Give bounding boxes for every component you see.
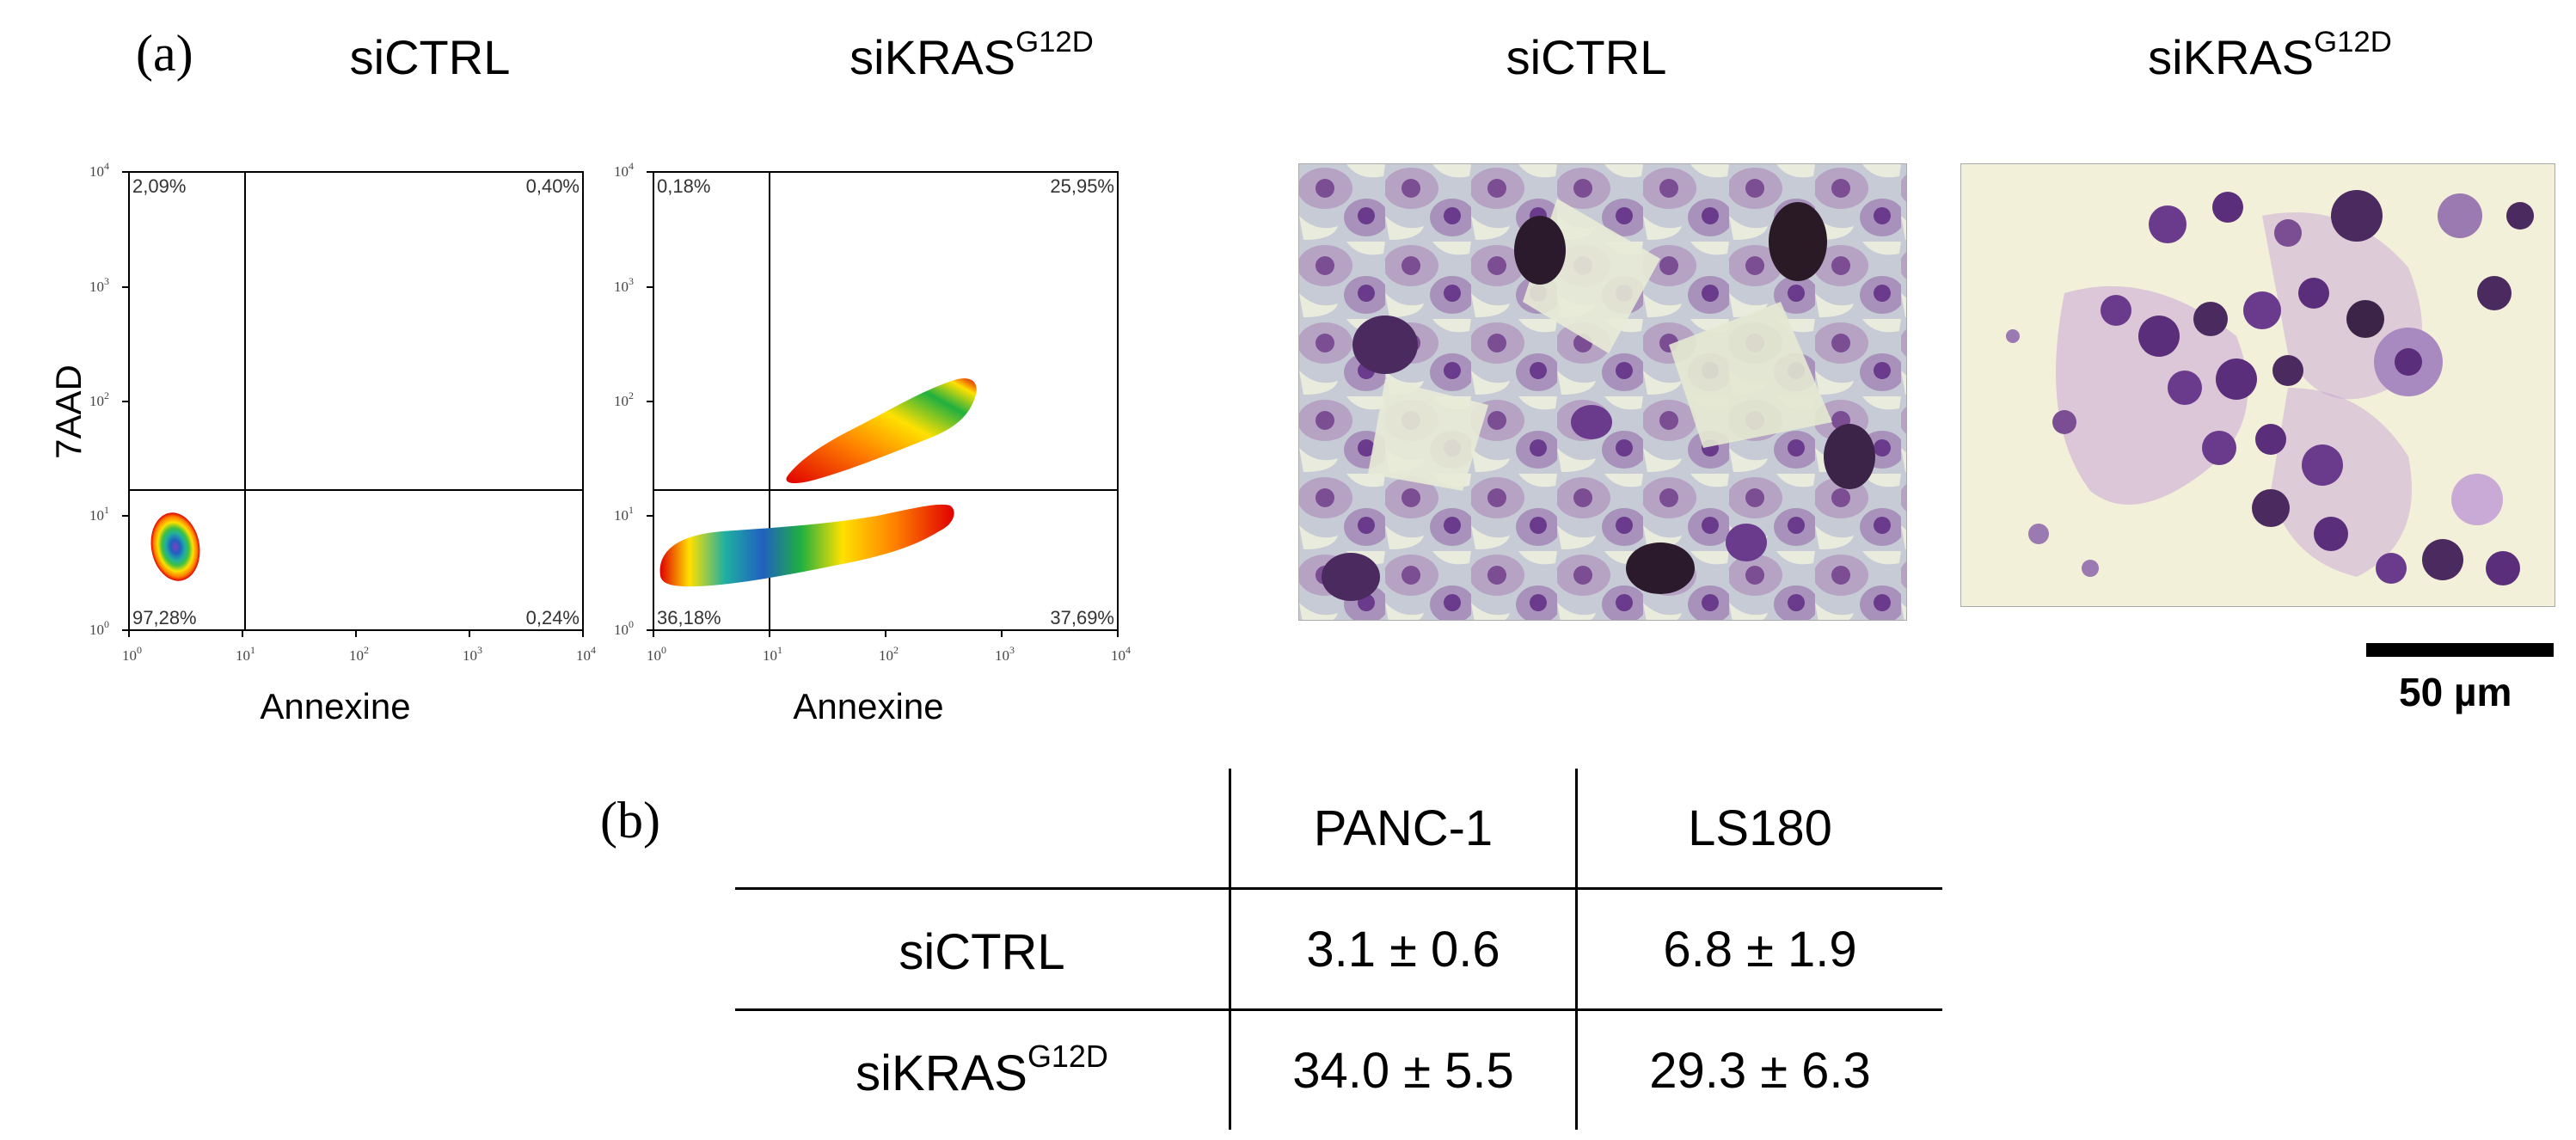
scale-bar-label: 50 µm	[2399, 670, 2512, 714]
quadrant-ul-value: 0,18%	[657, 175, 710, 197]
svg-text:100: 100	[89, 618, 109, 638]
x-ticks	[653, 630, 1119, 637]
svg-text:102: 102	[349, 644, 369, 664]
table-row: siKRASG12D 34.0 ± 5.5 29.3 ± 6.3	[735, 1009, 1942, 1130]
row-header: siCTRL	[735, 888, 1230, 1011]
row-header: siKRASG12D	[856, 1039, 1108, 1101]
micro-title-sikras: siKRASG12D	[2148, 26, 2392, 85]
results-table: PANC-1 LS180 siCTRL 3.1 ± 0.6 6.8 ± 1.9 …	[735, 769, 1942, 1130]
micrograph-sikras	[1960, 163, 2555, 607]
scale-bar	[2366, 643, 2554, 657]
stained-cells	[2006, 190, 2534, 585]
facs-plot-sictrl: 100 101 102 103 104 100 101 102 103 104 …	[89, 160, 596, 664]
micro-title-sictrl: siCTRL	[1506, 30, 1667, 85]
panel-b-label: (b)	[600, 792, 660, 849]
table-cell: 34.0 ± 5.5	[1229, 1009, 1577, 1130]
quadrant-ur-value: 25,95%	[1050, 175, 1114, 197]
x-axis-label-2: Annexine	[793, 686, 944, 726]
quadrant-lr-value: 0,24%	[526, 607, 580, 628]
svg-text:103: 103	[463, 644, 482, 664]
panel-a-label: (a)	[136, 25, 193, 82]
svg-text:102: 102	[879, 644, 899, 664]
table-row: siCTRL 3.1 ± 0.6 6.8 ± 1.9	[735, 888, 1942, 1011]
y-tick-labels: 100 101 102 103 104	[614, 160, 634, 638]
quadrant-ur-value: 0,40%	[526, 175, 580, 197]
svg-text:103: 103	[995, 644, 1015, 664]
svg-text:104: 104	[1111, 644, 1131, 664]
svg-text:103: 103	[614, 275, 634, 295]
quadrant-lr-value: 37,69%	[1050, 607, 1114, 628]
quadrant-ul-value: 2,09%	[132, 175, 186, 197]
table-cell: 6.8 ± 1.9	[1575, 888, 1942, 1011]
y-ticks	[647, 171, 653, 631]
svg-text:101: 101	[89, 504, 109, 524]
facs-title-sikras: siKRASG12D	[849, 26, 1094, 85]
x-tick-labels: 100 101 102 103 104	[647, 644, 1131, 664]
svg-text:101: 101	[763, 644, 782, 664]
column-header: LS180	[1575, 769, 1942, 890]
x-axis-label-1: Annexine	[260, 686, 411, 726]
svg-text:102: 102	[614, 389, 634, 409]
y-tick-labels: 100 101 102 103 104	[89, 160, 109, 638]
quadrant-ll-value: 97,28%	[132, 607, 197, 628]
svg-text:100: 100	[614, 618, 634, 638]
table-cell: 29.3 ± 6.3	[1575, 1009, 1942, 1130]
cell-population	[150, 512, 200, 581]
svg-text:102: 102	[89, 389, 109, 409]
svg-text:100: 100	[647, 644, 666, 664]
svg-text:104: 104	[89, 160, 109, 180]
table-corner	[735, 769, 1230, 890]
cell-population-upper	[786, 378, 977, 484]
svg-text:101: 101	[614, 504, 634, 524]
cell-population-lower	[659, 504, 954, 587]
micrograph-sictrl	[1298, 163, 1907, 621]
facs-plot-sikras: 100 101 102 103 104 100 101 102 103 104 …	[614, 160, 1131, 664]
x-tick-labels: 100 101 102 103 104	[122, 644, 596, 664]
column-header: PANC-1	[1229, 769, 1577, 890]
facs-title-sictrl: siCTRL	[349, 30, 511, 85]
table-cell: 3.1 ± 0.6	[1229, 888, 1577, 1011]
x-ticks	[128, 630, 584, 637]
svg-text:104: 104	[614, 160, 634, 180]
svg-text:101: 101	[236, 644, 255, 664]
quadrant-ll-value: 36,18%	[657, 607, 721, 628]
svg-text:100: 100	[122, 644, 142, 664]
svg-text:103: 103	[89, 275, 109, 295]
svg-text:104: 104	[576, 644, 596, 664]
table-header-row: PANC-1 LS180	[735, 769, 1942, 890]
stained-cells	[1322, 199, 1875, 601]
y-ticks	[122, 171, 129, 631]
